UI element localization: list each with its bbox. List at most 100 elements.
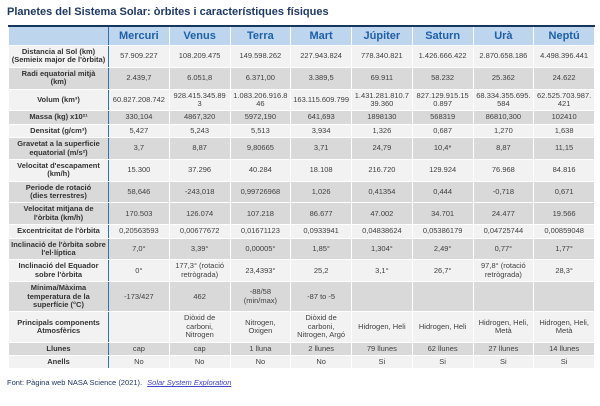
table-row: Densitat (g/cm³) 5,427 5,243 5,513 3,934 1,32…	[8, 123, 595, 139]
cell: 3,7	[108, 137, 170, 160]
cell: 5972,190	[229, 110, 292, 125]
cell: 3,39°	[168, 237, 231, 261]
corner-cell	[8, 25, 109, 46]
cell: 97,8° (rotació retrògrada)	[472, 259, 535, 283]
cell: 58,646	[108, 180, 170, 204]
table-row: Inclinació de l'òrbita sobre l'el·líptic…	[8, 237, 595, 261]
cell: Diòxid de carboni, Nitrogen, Argó	[290, 311, 352, 343]
cell: 641,693	[290, 110, 352, 125]
cell: 5,243	[168, 123, 231, 139]
cell: 0°	[108, 259, 170, 283]
cell: 3,1°	[351, 259, 413, 283]
column-header-urà: Urà	[472, 25, 535, 46]
cell: 79 llunes	[351, 341, 413, 356]
cell: 778.340.821	[351, 45, 413, 68]
cell: 23,4393°	[229, 259, 292, 283]
cell: No	[168, 354, 231, 370]
row-label: Principals components Atmosfèrics	[8, 311, 109, 343]
cell: No	[290, 354, 352, 370]
column-header-terra: Terra	[229, 25, 292, 46]
row-label: Inclinació del Equador sobre l'òrbita	[8, 259, 109, 283]
row-label: Excentricitat de l'òrbita	[8, 224, 109, 239]
cell: 0,687	[411, 123, 474, 139]
row-label: Densitat (g/cm³)	[8, 123, 109, 139]
cell: -243,018	[168, 180, 231, 204]
table-row: Principals components Atmosfèrics Diòxid …	[8, 311, 595, 343]
cell: 25.362	[472, 66, 535, 90]
table-row: Llunes cap cap 1 lluna 2 llunes 79 llunes 62 l…	[8, 341, 595, 356]
cell: 19.566	[533, 202, 595, 226]
cell: 7,0°	[108, 237, 170, 261]
source-link[interactable]: Solar System Exploration	[147, 378, 232, 388]
cell: 62 llunes	[411, 341, 474, 356]
page-title: Planetes del Sistema Solar: òrbites i ca…	[7, 6, 329, 18]
row-label: Distancia al Sol (km) (Semieix major de …	[8, 45, 109, 68]
cell: 24.477	[472, 202, 535, 226]
cell: 1 lluna	[229, 341, 292, 356]
cell: 177,3° (rotació retrògrada)	[168, 259, 231, 283]
cell: 37.296	[168, 158, 231, 182]
cell: 928.415.345.893	[168, 88, 231, 112]
row-label: Velocitat d'escapament (km/h)	[8, 158, 109, 182]
cell: 4.498.396.441	[533, 45, 595, 68]
cell: 102410	[533, 110, 595, 125]
cell: Nitrogen, Oxigen	[229, 311, 292, 343]
cell: 10,4*	[411, 137, 474, 160]
row-label: Periode de rotació (dies terrestres)	[8, 180, 109, 204]
cell: Hidrogen, Heli, Metà	[533, 311, 595, 343]
cell: Si	[411, 354, 474, 370]
source-note: Font: Pàgina web NASA Science (2021). So…	[7, 378, 600, 387]
cell	[351, 281, 413, 313]
cell	[108, 311, 170, 343]
cell: cap	[168, 341, 231, 356]
cell: 0,444	[411, 180, 474, 204]
cell: 1.431.281.810.739.360	[351, 88, 413, 112]
row-label: Llunes	[8, 341, 109, 356]
cell: 69.911	[351, 66, 413, 90]
table-row: Inclinació del Equador sobre l'òrbita 0° 1…	[8, 259, 595, 283]
table-row: Gravetat a la superficie equatorial (m/s…	[8, 137, 595, 160]
cell: Si	[472, 354, 535, 370]
cell: 60.827.208.742	[108, 88, 170, 112]
cell: 330,104	[108, 110, 170, 125]
cell: 2,49°	[411, 237, 474, 261]
cell: 149.598.262	[229, 45, 292, 68]
column-header-venus: Venus	[168, 25, 231, 46]
cell: 47.002	[351, 202, 413, 226]
cell: 57.909.227	[108, 45, 170, 68]
cell: 62.525.703.987.421	[533, 88, 595, 112]
cell: 0,00859048	[533, 224, 595, 239]
cell: 86810,300	[472, 110, 535, 125]
cell: 11,15	[533, 137, 595, 160]
planets-table: Mercuri Venus Terra Mart Júpiter Saturn Urà Nep…	[8, 25, 595, 370]
cell: 1,77°	[533, 237, 595, 261]
cell: 2 llunes	[290, 341, 352, 356]
source-text: Font: Pàgina web NASA Science (2021).	[7, 378, 143, 388]
cell: -0,718	[472, 180, 535, 204]
cell: -88/58 (min/max)	[229, 281, 292, 313]
cell: 227.943.824	[290, 45, 352, 68]
table-row: Velocitat d'escapament (km/h) 15.300 37.29…	[8, 158, 595, 182]
cell: 0,0933941	[290, 224, 352, 239]
cell: 827.129.915.150.897	[411, 88, 474, 112]
cell: 1,270	[472, 123, 535, 139]
cell: 1,304°	[351, 237, 413, 261]
cell: 568319	[411, 110, 474, 125]
cell: 76.968	[472, 158, 535, 182]
cell: Si	[533, 354, 595, 370]
cell: 1,85°	[290, 237, 352, 261]
row-label: Gravetat a la superficie equatorial (m/s…	[8, 137, 109, 160]
cell: 108.209.475	[168, 45, 231, 68]
cell: 28,3°	[533, 259, 595, 283]
cell: 1,638	[533, 123, 595, 139]
column-header-saturn: Saturn	[411, 25, 474, 46]
cell: Hidrogen, Heli	[351, 311, 413, 343]
cell: 0,671	[533, 180, 595, 204]
cell: No	[229, 354, 292, 370]
cell: 0,01671123	[229, 224, 292, 239]
cell: Hidrogen, Heli	[411, 311, 474, 343]
row-label: Radi equatorial mitjà (km)	[8, 66, 109, 90]
cell: 27 llunes	[472, 341, 535, 356]
cell: 9,80665	[229, 137, 292, 160]
cell: 163.115.609.799	[290, 88, 352, 112]
